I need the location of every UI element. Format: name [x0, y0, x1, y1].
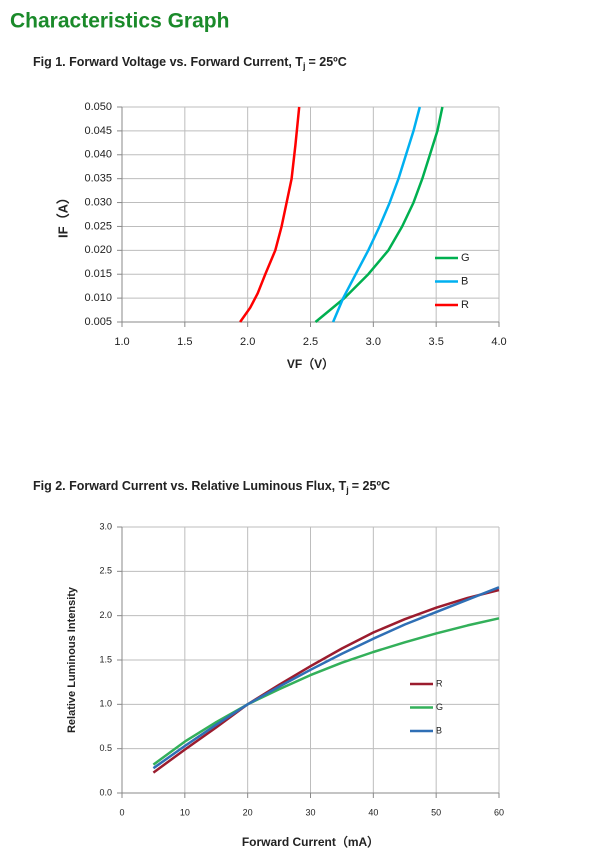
- x-tick-label: 1.5: [177, 336, 192, 348]
- y-tick-label: 0.035: [84, 173, 112, 185]
- y-tick-label: 2.5: [99, 566, 112, 576]
- series-line: [152, 588, 500, 774]
- legend-label: B: [436, 725, 442, 735]
- legend-label: R: [461, 299, 469, 311]
- x-tick-label: 2.0: [240, 336, 255, 348]
- y-tick-label: 0.025: [84, 220, 112, 232]
- y-tick-label: 2.0: [99, 610, 112, 620]
- x-tick-label: 2.5: [303, 336, 318, 348]
- series-line: [314, 106, 444, 323]
- caption-subscript: j: [345, 485, 349, 495]
- caption-subscript: j: [302, 61, 306, 71]
- x-tick-label: 40: [368, 807, 378, 817]
- y-tick-label: 0.030: [84, 196, 112, 208]
- x-tick-label: 10: [180, 807, 190, 817]
- legend-label: B: [461, 275, 468, 287]
- figure-caption: Fig 1. Forward Voltage vs. Forward Curre…: [33, 55, 347, 71]
- y-tick-label: 0.020: [84, 244, 112, 256]
- x-tick-label: 4.0: [491, 336, 506, 348]
- y-tick-label: 0.015: [84, 268, 112, 280]
- caption-rest: = 25ºC: [352, 479, 390, 493]
- series-line: [152, 586, 500, 770]
- x-tick-label: 3.5: [429, 336, 444, 348]
- series-line: [331, 106, 422, 323]
- legend-label: G: [436, 702, 443, 712]
- legend-label: R: [436, 678, 443, 688]
- y-tick-label: 3.0: [99, 521, 112, 531]
- x-axis-label: Forward Current（mA）: [242, 834, 379, 849]
- x-axis-label: VF（V）: [287, 356, 334, 371]
- y-axis-label: IF（A）: [55, 191, 70, 238]
- y-tick-label: 0.050: [84, 101, 112, 113]
- caption-rest: = 25ºC: [308, 55, 346, 69]
- caption-text: Fig 2. Forward Current vs. Relative Lumi…: [33, 479, 347, 493]
- caption-text: Fig 1. Forward Voltage vs. Forward Curre…: [33, 55, 303, 69]
- y-tick-label: 0.005: [84, 316, 112, 328]
- x-tick-label: 50: [431, 807, 441, 817]
- series-line: [239, 106, 301, 323]
- y-axis-label: Relative Luminous Intensity: [66, 586, 78, 733]
- y-tick-label: 1.0: [99, 699, 112, 709]
- x-tick-label: 0: [119, 807, 124, 817]
- x-tick-label: 30: [305, 807, 315, 817]
- y-tick-label: 0.0: [99, 787, 112, 797]
- y-tick-label: 0.045: [84, 125, 112, 137]
- x-tick-label: 1.0: [114, 336, 129, 348]
- y-tick-label: 0.5: [99, 743, 112, 753]
- x-tick-label: 20: [243, 807, 253, 817]
- x-tick-label: 3.0: [366, 336, 381, 348]
- x-tick-label: 60: [494, 807, 504, 817]
- legend-label: G: [461, 252, 470, 264]
- y-tick-label: 0.010: [84, 292, 112, 304]
- y-tick-label: 1.5: [99, 654, 112, 664]
- y-tick-label: 0.040: [84, 149, 112, 161]
- figure-caption: Fig 2. Forward Current vs. Relative Lumi…: [33, 479, 390, 495]
- series-line: [152, 617, 500, 766]
- page-title: Characteristics Graph: [10, 10, 229, 33]
